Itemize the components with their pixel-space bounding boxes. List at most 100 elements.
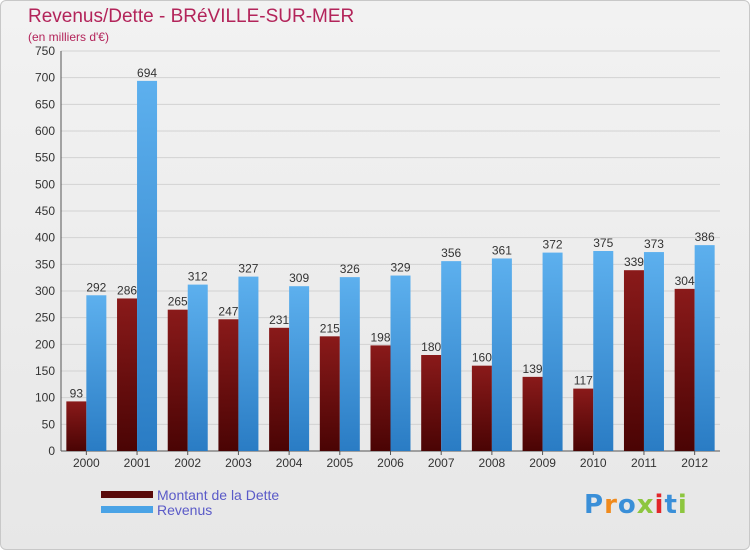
logo-letter: P — [584, 490, 605, 520]
bar-debt — [66, 401, 87, 451]
legend-swatch-debt — [101, 491, 153, 498]
x-tick-label: 2009 — [529, 456, 556, 470]
logo-letter: t — [664, 490, 678, 520]
data-label-debt: 139 — [523, 362, 543, 376]
data-label-debt: 286 — [117, 283, 137, 297]
bar-debt — [370, 345, 391, 451]
bar-revenue — [187, 284, 208, 451]
data-label-revenue: 326 — [340, 262, 360, 276]
y-tick-label: 250 — [35, 311, 55, 325]
bar-revenue — [694, 245, 715, 451]
data-label-revenue: 373 — [644, 237, 664, 251]
x-tick-label: 2012 — [681, 456, 708, 470]
x-tick-label: 2008 — [479, 456, 506, 470]
y-tick-label: 650 — [35, 97, 55, 111]
x-tick-label: 2005 — [326, 456, 353, 470]
y-tick-label: 150 — [35, 364, 55, 378]
y-tick-label: 400 — [35, 231, 55, 245]
data-label-revenue: 309 — [289, 271, 309, 285]
data-label-revenue: 372 — [543, 238, 563, 252]
bar-debt — [573, 388, 594, 451]
logo-letter: i — [654, 490, 665, 520]
data-label-debt: 198 — [370, 330, 390, 344]
bar-revenue — [238, 276, 259, 451]
bar-debt — [522, 376, 543, 451]
data-label-debt: 231 — [269, 313, 289, 327]
logo-letter: i — [677, 490, 688, 520]
bar-revenue — [593, 251, 614, 451]
data-label-revenue: 694 — [137, 66, 157, 80]
legend-item-revenue: Revenus — [101, 501, 279, 518]
chart-unit: (en milliers d'€) — [28, 30, 109, 44]
bar-revenue — [86, 295, 107, 451]
x-tick-label: 2010 — [580, 456, 607, 470]
x-tick-label: 2011 — [631, 456, 657, 470]
x-tick-label: 2002 — [174, 456, 201, 470]
legend-label-debt: Montant de la Dette — [157, 486, 280, 503]
data-label-debt: 215 — [320, 321, 340, 335]
data-label-debt: 247 — [218, 304, 238, 318]
x-tick-label: 2006 — [377, 456, 404, 470]
chart-title: Revenus/Dette - BRéVILLE-SUR-MER — [28, 6, 355, 27]
logo-letter: x — [636, 490, 655, 520]
x-tick-label: 2004 — [276, 456, 303, 470]
logo-letter: r — [604, 490, 618, 520]
data-label-revenue: 329 — [390, 261, 410, 275]
bar-revenue — [542, 252, 563, 451]
y-tick-label: 0 — [48, 444, 55, 458]
bar-debt — [674, 288, 695, 451]
legend: Montant de la Dette Revenus — [101, 486, 280, 518]
data-label-revenue: 292 — [86, 280, 106, 294]
proxiti-logo: Proxiti — [584, 490, 688, 520]
x-tick-label: 2001 — [124, 456, 151, 470]
data-label-revenue: 386 — [695, 230, 715, 244]
x-tick-label: 2007 — [428, 456, 455, 470]
y-tick-label: 500 — [35, 177, 55, 191]
data-label-debt: 160 — [472, 351, 492, 365]
legend-label-revenue: Revenus — [157, 501, 213, 518]
data-label-revenue: 327 — [238, 262, 258, 276]
bar-revenue — [137, 80, 158, 451]
data-label-revenue: 375 — [593, 236, 613, 250]
y-tick-label: 50 — [42, 417, 56, 431]
logo-letter: o — [617, 490, 637, 520]
bar-debt — [471, 365, 492, 451]
y-tick-label: 600 — [35, 124, 55, 138]
y-tick-label: 200 — [35, 337, 55, 351]
y-tick-label: 750 — [35, 44, 55, 58]
legend-swatch-revenue — [101, 506, 153, 513]
y-tick-label: 550 — [35, 151, 55, 165]
bar-debt — [623, 270, 644, 451]
data-label-revenue: 361 — [492, 243, 512, 257]
data-label-debt: 304 — [675, 274, 695, 288]
bar-revenue — [441, 261, 462, 451]
y-tick-label: 450 — [35, 204, 55, 218]
y-tick-label: 700 — [35, 71, 55, 85]
x-tick-label: 2000 — [73, 456, 100, 470]
y-tick-label: 300 — [35, 284, 55, 298]
data-label-debt: 180 — [421, 340, 441, 354]
x-tick-label: 2003 — [225, 456, 252, 470]
data-label-debt: 93 — [70, 386, 84, 400]
bar-revenue — [339, 277, 360, 451]
data-label-debt: 339 — [624, 255, 644, 269]
data-label-debt: 265 — [168, 295, 188, 309]
bar-revenue — [491, 258, 512, 451]
bar-revenue — [390, 275, 411, 451]
bar-debt — [421, 355, 442, 451]
bar-debt — [319, 336, 340, 451]
bar-debt — [218, 319, 239, 451]
y-tick-label: 100 — [35, 391, 55, 405]
data-label-debt: 117 — [574, 374, 593, 388]
bar-revenue — [289, 286, 310, 451]
data-label-revenue: 312 — [188, 270, 208, 284]
bar-debt — [117, 298, 138, 451]
bar-debt — [167, 309, 188, 451]
y-tick-label: 350 — [35, 257, 55, 271]
bar-revenue — [643, 252, 664, 451]
data-label-revenue: 356 — [441, 246, 461, 260]
bar-debt — [269, 327, 290, 451]
legend-item-debt: Montant de la Dette — [101, 486, 280, 503]
